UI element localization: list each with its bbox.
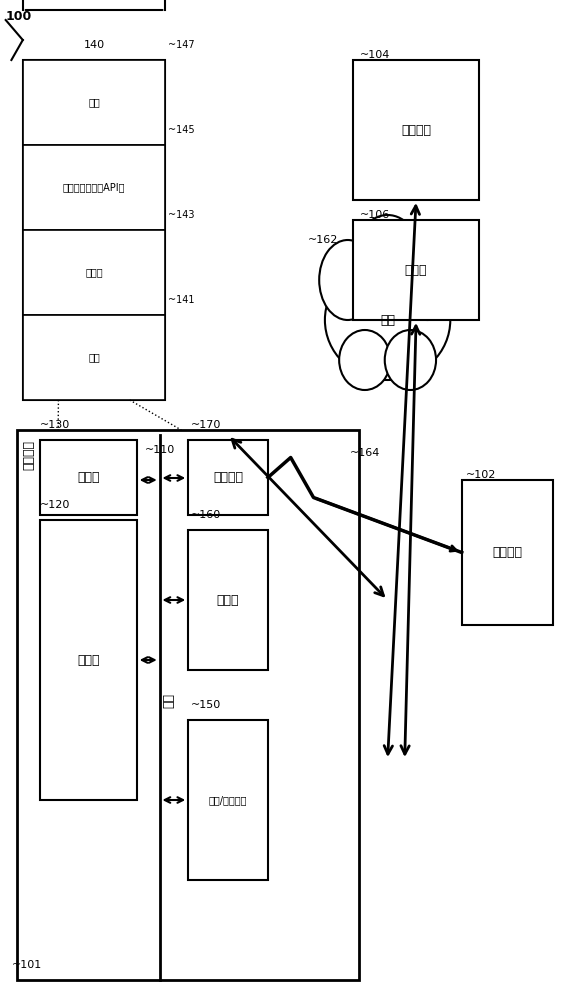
Bar [23,315,165,400]
Text: 100: 100 [6,10,32,23]
Bar [188,720,268,880]
Text: 电子装置: 电子装置 [401,123,431,136]
Text: ~130: ~130 [40,420,70,430]
Ellipse shape [325,260,450,380]
Text: ~164: ~164 [349,448,380,458]
Text: 输入/输出接口: 输入/输出接口 [209,795,247,805]
Text: ~102: ~102 [466,470,496,480]
Text: ~160: ~160 [191,510,221,520]
Text: ~101: ~101 [11,960,42,970]
Text: 存储器: 存储器 [77,471,100,484]
Ellipse shape [385,330,436,390]
Text: ~147: ~147 [168,40,195,50]
Text: 电子装置: 电子装置 [23,440,36,470]
Text: 应用: 应用 [88,98,100,107]
Bar [40,520,137,800]
Text: 应用编程接口（API）: 应用编程接口（API） [63,182,125,192]
Ellipse shape [399,240,456,320]
Text: ~150: ~150 [191,700,221,710]
Ellipse shape [319,240,376,320]
Text: ~106: ~106 [360,210,390,220]
Text: 电子装置: 电子装置 [492,546,522,559]
Text: 通信接口: 通信接口 [213,471,243,484]
Text: 网络: 网络 [380,314,395,326]
Bar [188,530,268,670]
Bar [23,230,165,315]
Bar [188,440,268,515]
Bar [353,220,479,320]
Text: ~170: ~170 [191,420,221,430]
Text: 处理器: 处理器 [77,654,100,667]
Text: ~145: ~145 [168,125,195,135]
Ellipse shape [353,215,422,305]
Bar [17,430,359,980]
Bar [23,60,165,145]
Text: ~104: ~104 [360,50,390,60]
Text: 显示器: 显示器 [217,594,239,606]
Text: ~110: ~110 [144,445,175,455]
Text: ~143: ~143 [168,210,194,220]
Text: ~141: ~141 [168,295,194,305]
Bar [23,60,165,400]
Bar [40,440,137,515]
Bar [353,60,479,200]
Ellipse shape [339,330,390,390]
Bar [462,480,553,625]
Text: 中间件: 中间件 [86,267,103,277]
Text: 服务器: 服务器 [405,263,428,276]
Text: 总线: 总线 [162,692,176,708]
Text: 140: 140 [83,40,105,50]
Text: ~162: ~162 [308,235,338,245]
Text: ~120: ~120 [40,500,70,510]
Bar [23,145,165,230]
Text: 内核: 内核 [88,352,100,362]
